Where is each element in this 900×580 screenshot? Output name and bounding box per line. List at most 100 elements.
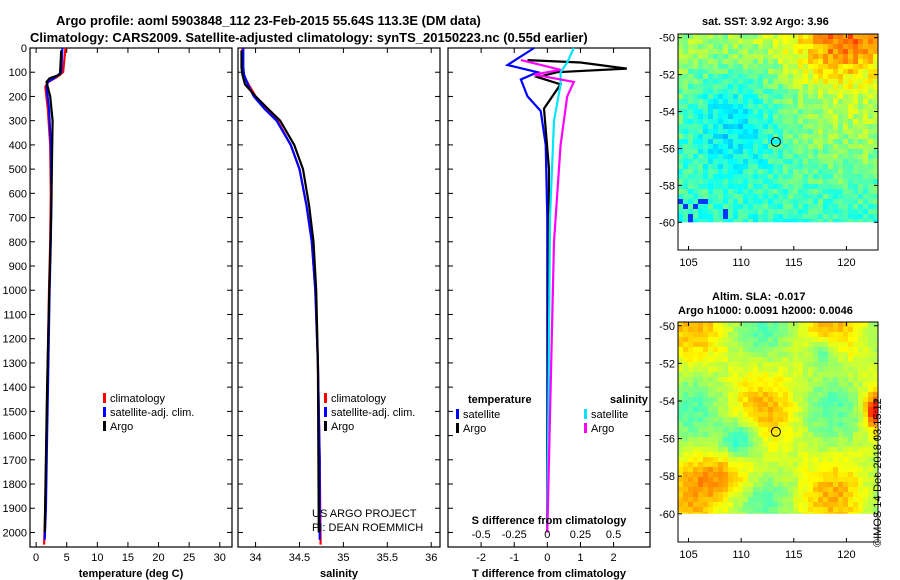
map-frame-1: [677, 321, 879, 543]
y-tick-label: 400: [9, 140, 27, 152]
secondary-tick-label: 0.25: [570, 529, 591, 541]
legend-swatch: [103, 407, 106, 417]
legend-swatch: [324, 393, 327, 403]
credit-text: ©IMOS 14-Dec-2018 03:15:12: [872, 398, 884, 547]
map-cells-0: [678, 34, 878, 223]
legend-swatch: [456, 423, 459, 433]
series-argo: [240, 50, 320, 533]
legend-label: satellite: [591, 409, 628, 421]
y-tick-label: 900: [9, 261, 27, 273]
y-tick-label: 2000: [3, 527, 27, 539]
map-y-tick-label: -60: [659, 509, 675, 521]
series-s-argo: [520, 59, 576, 533]
map-cells-1: [678, 322, 878, 514]
map-x-tick-label: 120: [837, 257, 855, 269]
map-y-tick-label: -58: [659, 180, 675, 192]
map-y-tick-label: -56: [659, 434, 675, 446]
x-tick-label: 10: [91, 552, 103, 564]
argo-position-marker: [770, 136, 781, 147]
legend-label: Argo: [110, 421, 133, 433]
y-tick-label: 800: [9, 237, 27, 249]
legend-swatch: [103, 421, 106, 431]
map-frame-0: [677, 33, 879, 251]
project-label: US ARGO PROJECT: [312, 508, 417, 520]
map-x-tick-label: 110: [732, 257, 750, 269]
x-tick-label: 1: [577, 552, 583, 564]
sla-map-subtitle: Argo h1000: 0.0091 h2000: 0.0046: [678, 305, 853, 317]
pi-label: PI: DEAN ROEMMICH: [312, 522, 423, 534]
x-tick-label: 5: [64, 552, 70, 564]
x-tick-label: 0: [544, 552, 550, 564]
y-tick-label: 0: [21, 43, 27, 55]
map-y-tick-label: -60: [659, 217, 675, 229]
title-line-2: Climatology: CARS2009. Satellite-adjuste…: [30, 30, 588, 45]
y-tick-label: 1200: [3, 334, 27, 346]
x-axis-label: salinity: [320, 568, 359, 580]
map-x-tick-label: 115: [785, 549, 803, 561]
legend-swatch: [584, 409, 587, 419]
y-tick-label: 100: [9, 67, 27, 79]
legend-label: satellite-adj. clim.: [110, 407, 194, 419]
argo-position-marker: [770, 426, 781, 437]
y-tick-label: 1800: [3, 479, 27, 491]
y-tick-label: 1300: [3, 358, 27, 370]
x-tick-label: 25: [183, 552, 195, 564]
map-y-tick-label: -54: [659, 396, 675, 408]
secondary-tick-label: -0.25: [502, 529, 527, 541]
x-tick-label: 2: [611, 552, 617, 564]
map-x-tick-label: 105: [679, 257, 697, 269]
map-y-tick-label: -54: [659, 107, 675, 119]
plot-frame-2: [447, 47, 651, 548]
y-tick-label: 300: [9, 116, 27, 128]
secondary-tick-label: 0.5: [606, 529, 621, 541]
map-x-tick-label: 115: [785, 257, 803, 269]
y-tick-label: 1700: [3, 455, 27, 467]
x-tick-label: 0: [33, 552, 39, 564]
series-s-satellite: [546, 47, 575, 533]
series-t-argo: [527, 59, 627, 533]
x-tick-label: 34: [249, 552, 261, 564]
legend-swatch: [456, 409, 459, 419]
map-x-tick-label: 105: [679, 549, 697, 561]
y-tick-label: 1900: [3, 503, 27, 515]
y-tick-label: 1100: [3, 309, 27, 321]
secondary-axis-label: S difference from climatology: [472, 515, 628, 527]
y-tick-label: 500: [9, 164, 27, 176]
map-y-tick-label: -50: [659, 33, 675, 45]
legend-label: climatology: [110, 393, 166, 405]
map-y-tick-label: -50: [659, 321, 675, 333]
legend-title-temperature: temperature: [468, 394, 532, 406]
legend-label: climatology: [331, 393, 387, 405]
legend-swatch: [584, 423, 587, 433]
y-tick-label: 1000: [3, 285, 27, 297]
legend-label: satellite-adj. clim.: [331, 407, 415, 419]
series-t-satellite: [504, 47, 549, 533]
map-y-tick-label: -56: [659, 143, 675, 155]
x-tick-label: 36: [425, 552, 437, 564]
x-tick-label: 15: [122, 552, 134, 564]
y-tick-label: 200: [9, 91, 27, 103]
y-tick-label: 1500: [3, 406, 27, 418]
legend-label: Argo: [331, 421, 354, 433]
map-y-tick-label: -58: [659, 471, 675, 483]
legend-swatch: [324, 421, 327, 431]
map-x-tick-label: 120: [837, 549, 855, 561]
y-tick-label: 1400: [3, 382, 27, 394]
x-tick-label: 30: [214, 552, 226, 564]
legend-label: Argo: [591, 423, 614, 435]
x-tick-label: -2: [476, 552, 486, 564]
secondary-tick-label: -0.5: [472, 529, 491, 541]
sst-map-title: sat. SST: 3.92 Argo: 3.96: [702, 16, 829, 28]
x-tick-label: 34.5: [289, 552, 310, 564]
legend-label: Argo: [463, 423, 486, 435]
secondary-tick-label: 0: [544, 529, 550, 541]
sla-map-title: Altim. SLA: -0.017: [712, 291, 806, 303]
plot-frame-0: [29, 47, 233, 548]
legend-title-salinity: salinity: [610, 394, 649, 406]
map-y-tick-label: -52: [659, 358, 675, 370]
plot-frame-1: [237, 47, 441, 548]
legend-swatch: [103, 393, 106, 403]
series-argo: [43, 50, 63, 533]
y-tick-label: 600: [9, 188, 27, 200]
legend-swatch: [324, 407, 327, 417]
